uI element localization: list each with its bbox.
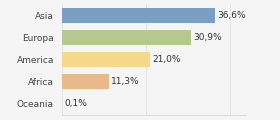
Bar [62,8,215,23]
Text: 36,6%: 36,6% [218,11,246,20]
Text: 0,1%: 0,1% [64,99,87,108]
Bar [62,74,109,89]
Bar [62,30,192,45]
Text: 30,9%: 30,9% [193,33,222,42]
Text: 11,3%: 11,3% [111,77,140,86]
Text: 21,0%: 21,0% [152,55,180,64]
Bar [62,52,150,67]
